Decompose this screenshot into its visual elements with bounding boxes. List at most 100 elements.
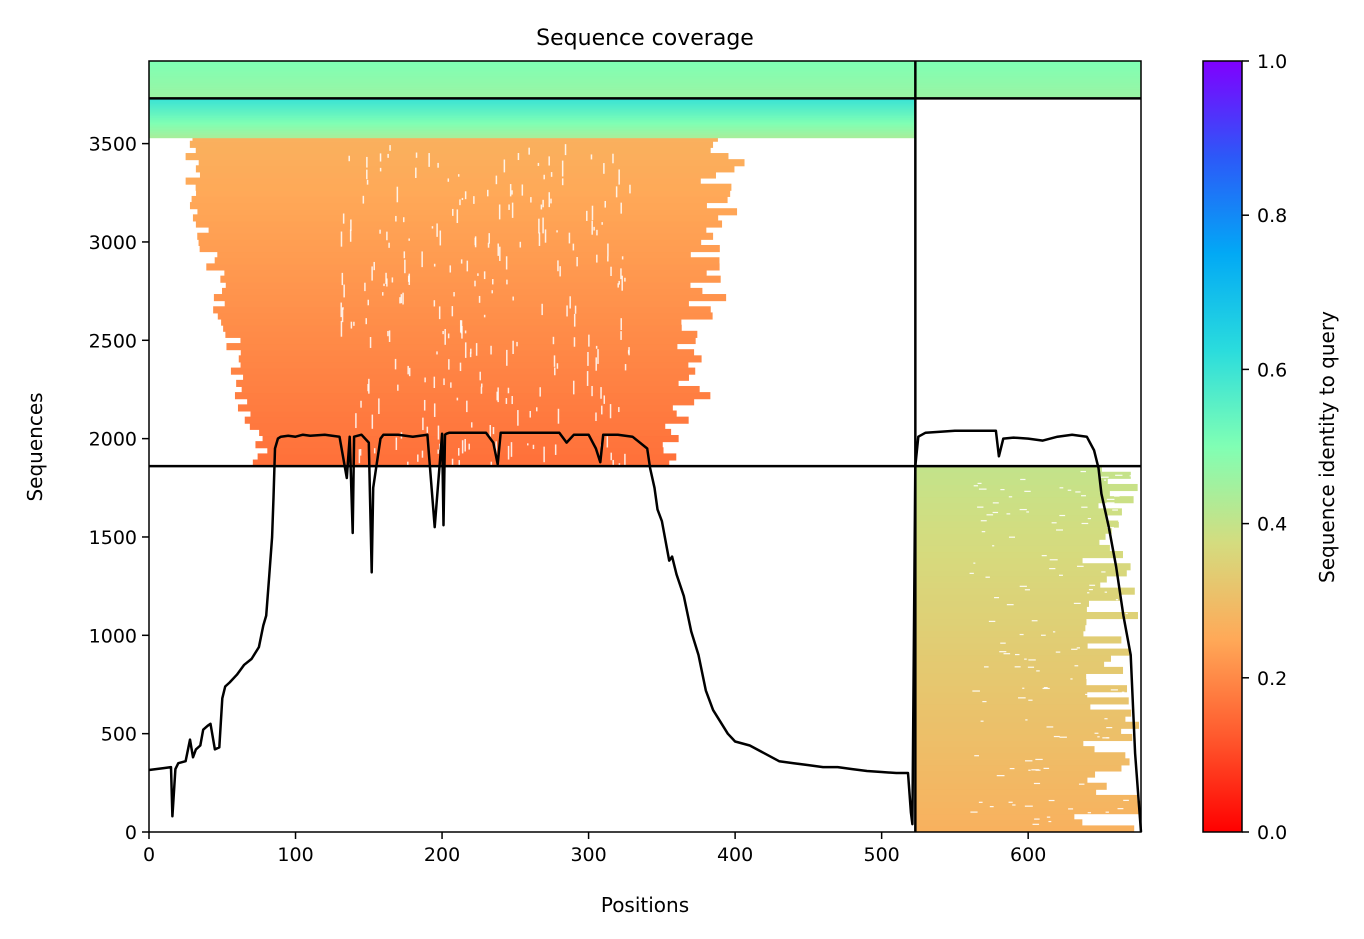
gap-mark bbox=[1076, 565, 1084, 567]
gap-mark bbox=[1128, 766, 1134, 768]
gap-mark bbox=[1059, 736, 1067, 738]
alignment-row bbox=[222, 287, 703, 296]
gap-mark bbox=[498, 204, 501, 220]
gap-mark bbox=[556, 363, 559, 369]
gap-mark bbox=[459, 362, 462, 372]
gap-mark bbox=[1117, 808, 1124, 810]
colorbar-gradient bbox=[1202, 60, 1243, 833]
alignment-row bbox=[213, 306, 711, 314]
alignment-row bbox=[915, 733, 1133, 742]
gap-mark bbox=[470, 348, 472, 354]
gap-mark bbox=[604, 200, 607, 208]
gap-mark bbox=[473, 196, 475, 204]
gap-mark bbox=[505, 398, 508, 404]
gap-mark bbox=[1059, 487, 1064, 489]
alignment-row bbox=[192, 214, 719, 222]
gap-mark bbox=[1086, 675, 1091, 677]
alignment-row bbox=[195, 146, 711, 155]
alignment-row bbox=[915, 672, 1087, 681]
gap-mark bbox=[466, 400, 468, 413]
alignment-row bbox=[915, 618, 1087, 626]
gap-mark bbox=[1028, 699, 1033, 701]
alignment-row bbox=[915, 709, 1132, 717]
gap-mark bbox=[628, 347, 630, 356]
alignment-row bbox=[189, 202, 707, 210]
gap-mark bbox=[574, 305, 577, 314]
gap-mark bbox=[970, 811, 978, 813]
gap-mark bbox=[517, 153, 520, 161]
gap-mark bbox=[621, 275, 623, 291]
gap-mark bbox=[1087, 592, 1090, 594]
gap-mark bbox=[366, 169, 368, 180]
gap-mark bbox=[992, 502, 999, 504]
gap-mark bbox=[1056, 529, 1063, 531]
alignment-row bbox=[915, 538, 1100, 546]
gap-mark bbox=[1041, 555, 1047, 557]
alignment-row bbox=[915, 630, 1084, 638]
gap-mark bbox=[456, 397, 459, 401]
gap-mark bbox=[492, 279, 494, 285]
gap-mark bbox=[447, 178, 450, 182]
gap-mark bbox=[408, 367, 411, 377]
gap-mark bbox=[431, 226, 434, 229]
gap-mark bbox=[1109, 821, 1112, 823]
gap-mark bbox=[596, 254, 598, 263]
alignment-row bbox=[915, 477, 1108, 485]
gap-mark bbox=[617, 283, 619, 288]
gap-mark bbox=[999, 651, 1007, 653]
gap-mark bbox=[387, 331, 389, 337]
gap-mark bbox=[407, 275, 410, 282]
gap-mark bbox=[1088, 588, 1093, 591]
gap-mark bbox=[488, 233, 490, 244]
gap-mark bbox=[1121, 691, 1125, 693]
gap-mark bbox=[1087, 812, 1092, 814]
gap-mark bbox=[487, 242, 490, 248]
gap-mark bbox=[1048, 820, 1052, 823]
alignment-row bbox=[226, 343, 678, 351]
gap-mark bbox=[1112, 509, 1118, 511]
gap-mark bbox=[1118, 644, 1125, 646]
gap-mark bbox=[1076, 647, 1080, 649]
gap-mark bbox=[548, 192, 550, 208]
gap-mark bbox=[382, 292, 384, 296]
gap-mark bbox=[449, 265, 452, 273]
alignment-row bbox=[915, 587, 1135, 595]
plot-area bbox=[148, 60, 1143, 833]
gap-mark bbox=[461, 325, 463, 339]
gap-mark bbox=[1046, 726, 1054, 728]
gap-mark bbox=[543, 446, 545, 463]
gap-mark bbox=[350, 219, 352, 231]
gap-mark bbox=[1028, 659, 1036, 661]
gap-mark bbox=[591, 385, 593, 397]
alignment-row bbox=[197, 208, 738, 216]
gap-mark bbox=[601, 405, 603, 415]
alignment-row bbox=[221, 318, 682, 326]
gap-mark bbox=[600, 387, 602, 399]
x-axis: 0 100 200 300 400 500 600 bbox=[143, 832, 1046, 866]
gap-mark bbox=[464, 330, 467, 334]
alignment-row bbox=[217, 251, 691, 259]
alignment-row bbox=[915, 679, 1087, 687]
gap-mark bbox=[1073, 602, 1081, 604]
y-tick-label: 3500 bbox=[89, 134, 137, 156]
gap-mark bbox=[408, 238, 410, 241]
alignment-row bbox=[257, 453, 677, 461]
gap-mark bbox=[512, 340, 514, 355]
alignment-row bbox=[224, 269, 707, 277]
gap-mark bbox=[367, 299, 369, 306]
gap-mark bbox=[433, 376, 436, 389]
alignment-row bbox=[915, 697, 1129, 705]
gap-mark bbox=[1070, 678, 1073, 680]
gap-mark bbox=[517, 410, 519, 426]
gap-mark bbox=[529, 410, 531, 418]
gap-mark bbox=[983, 666, 989, 668]
gap-mark bbox=[548, 156, 550, 166]
gap-mark bbox=[1043, 686, 1048, 689]
gap-mark bbox=[1028, 769, 1031, 771]
y-tick-label: 2500 bbox=[89, 330, 137, 352]
gap-mark bbox=[439, 230, 442, 246]
alignment-row bbox=[915, 514, 1106, 522]
alignment-block bbox=[149, 97, 916, 139]
gap-mark bbox=[1085, 693, 1090, 696]
